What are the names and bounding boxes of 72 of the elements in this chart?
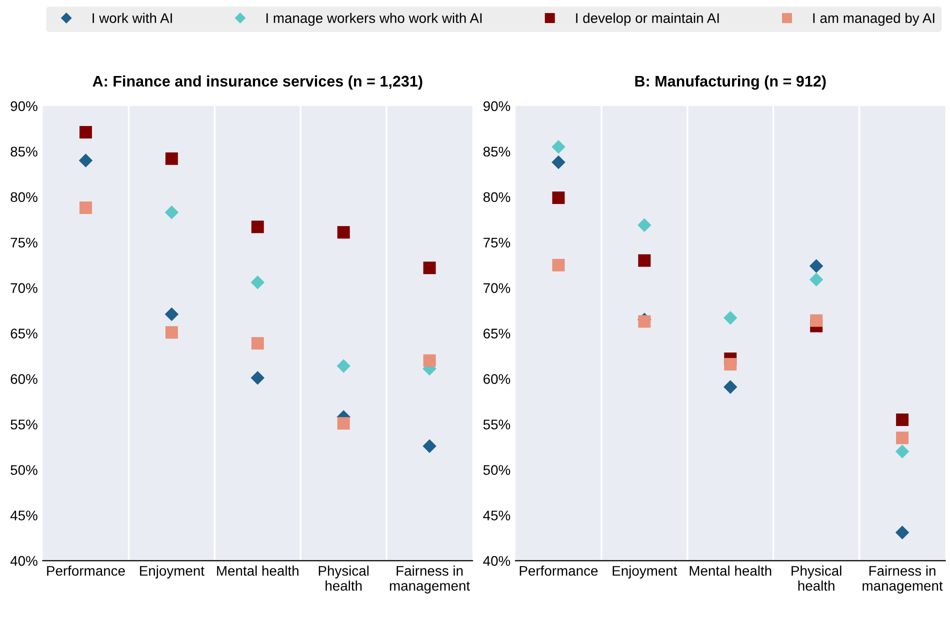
point — [251, 337, 264, 350]
x-tick-label: Fairness in management — [390, 566, 470, 594]
chart-title: A: Finance and insurance services (n = 1,231) — [92, 75, 422, 90]
point — [423, 354, 436, 367]
legend-label: I manage workers who work with AI — [266, 12, 482, 26]
x-tick-label: Mental health — [217, 566, 298, 576]
x-tick-label: Physical health — [318, 566, 369, 591]
point — [165, 326, 178, 339]
point — [79, 202, 92, 214]
y-tick-label: 80% — [483, 192, 510, 202]
point — [638, 218, 652, 232]
chart-title: B: Manufacturing (n = 912) — [635, 75, 826, 90]
point — [723, 380, 738, 394]
y-tick-label: 55% — [10, 420, 38, 430]
x-tick-label: Performance — [47, 566, 125, 576]
x-tick-label: Performance — [520, 566, 598, 576]
point — [723, 310, 738, 325]
x-tick-label: Fairness in management — [862, 566, 943, 594]
y-tick-label: 80% — [10, 192, 38, 202]
y-tick-label: 85% — [483, 146, 510, 157]
y-tick-label: 40% — [483, 556, 510, 566]
point — [165, 152, 178, 165]
point — [422, 439, 436, 453]
y-tick-label: 45% — [483, 510, 510, 520]
y-tick-label: 50% — [483, 465, 510, 475]
point — [78, 154, 93, 168]
point — [336, 359, 350, 373]
y-tick-label: 90% — [10, 101, 38, 112]
y-tick-label: 55% — [483, 420, 510, 430]
point — [552, 258, 565, 272]
y-tick-label: 85% — [10, 146, 38, 157]
x-tick-label: Physical health — [792, 566, 842, 591]
point — [895, 526, 910, 540]
x-tick-label: Mental health — [690, 566, 772, 576]
point — [638, 315, 651, 328]
point — [810, 314, 823, 327]
y-tick-label: 70% — [10, 283, 38, 293]
y-tick-label: 60% — [10, 374, 38, 384]
point — [638, 254, 651, 267]
point — [809, 259, 824, 273]
y-tick-label: 75% — [10, 238, 38, 248]
y-tick-label: 65% — [484, 328, 510, 338]
y-tick-label: 50% — [10, 465, 38, 475]
legend-label: I work with AI — [92, 12, 172, 24]
legend-label: I am managed by AI — [813, 12, 934, 26]
point — [552, 155, 566, 170]
point — [79, 126, 92, 139]
point — [164, 205, 179, 220]
legend-label: I develop or maintain AI — [576, 12, 719, 26]
point — [250, 371, 265, 385]
point — [250, 275, 265, 290]
y-tick-label: 65% — [10, 328, 38, 338]
point — [809, 272, 824, 287]
y-tick-label: 90% — [483, 101, 510, 112]
point — [337, 226, 350, 239]
point — [896, 413, 909, 426]
y-tick-label: 75% — [484, 238, 510, 248]
point — [251, 220, 264, 234]
point — [552, 140, 566, 154]
point — [552, 192, 565, 204]
x-tick-label: Enjoyment — [140, 566, 204, 579]
x-tick-label: Enjoyment — [612, 566, 678, 579]
point — [896, 432, 909, 444]
point — [337, 417, 350, 430]
y-tick-label: 45% — [10, 510, 38, 520]
point — [724, 358, 737, 370]
y-tick-label: 60% — [484, 374, 510, 384]
y-tick-label: 70% — [484, 283, 510, 293]
point — [423, 262, 436, 274]
y-tick-label: 40% — [10, 556, 38, 566]
point — [164, 307, 179, 322]
point — [895, 444, 910, 458]
